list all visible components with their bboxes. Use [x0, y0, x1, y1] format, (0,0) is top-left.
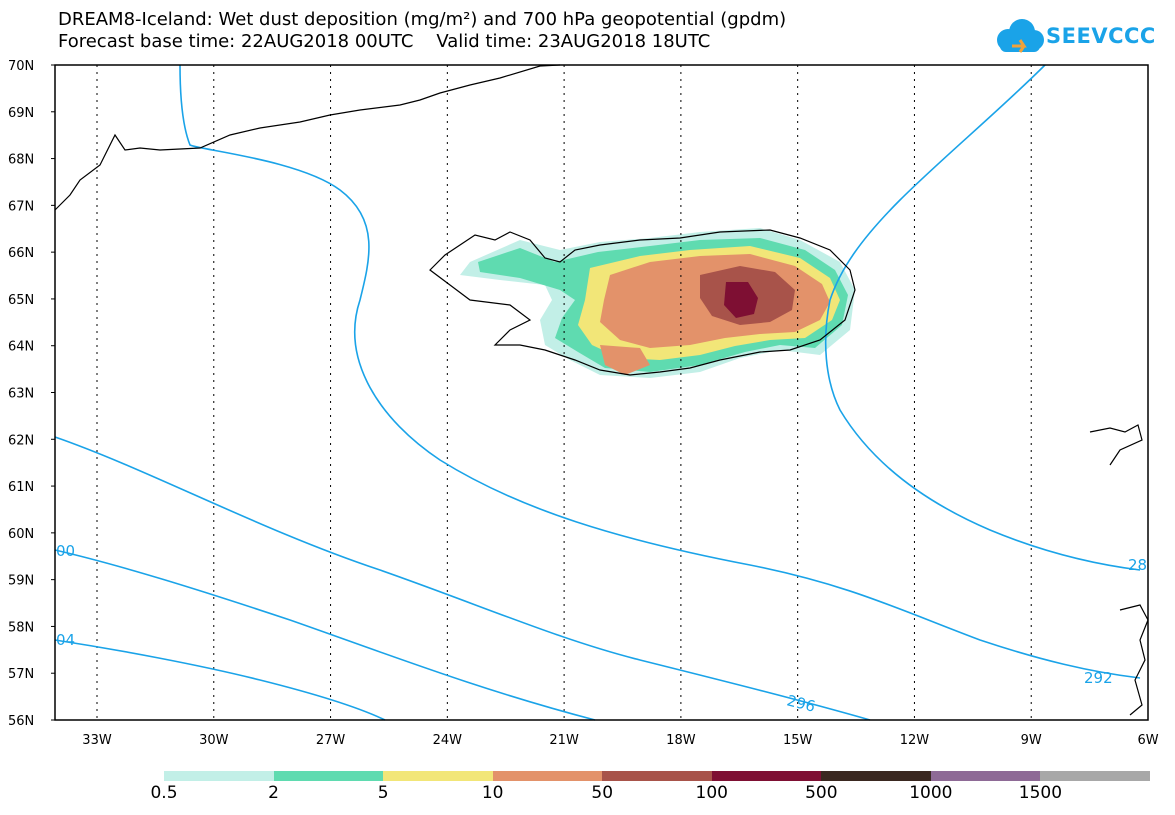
- dust-level-100: [724, 282, 758, 318]
- legend-value: 500: [805, 783, 838, 803]
- legend-value: 1500: [1018, 783, 1063, 803]
- dotted-gridlines: [96, 65, 1032, 720]
- longitude-label: 27W: [316, 733, 346, 748]
- latitude-label: 64N: [8, 340, 34, 355]
- longitude-label: 6W: [1137, 733, 1158, 748]
- longitude-label: 18W: [666, 733, 696, 748]
- logo-text: SEEVCCC: [1046, 24, 1156, 48]
- contour-label: 00: [56, 542, 75, 560]
- latitude-label: 69N: [8, 106, 34, 121]
- dust-deposition-shading: [460, 228, 855, 378]
- legend-value: 10: [481, 783, 504, 803]
- contour-label: 292: [1084, 669, 1113, 687]
- legend-swatch: [492, 771, 603, 781]
- legend-value: 0.5: [150, 783, 178, 803]
- legend-value: 2: [268, 783, 279, 803]
- latitude-label: 61N: [8, 480, 34, 495]
- latitude-label: 57N: [8, 667, 34, 682]
- latitude-label: 62N: [8, 433, 34, 448]
- contour-label: 04: [56, 631, 75, 649]
- map-frame: [54, 64, 1149, 721]
- longitude-label: 12W: [900, 733, 930, 748]
- latitude-label: 66N: [8, 246, 34, 261]
- legend-swatch: [383, 771, 493, 781]
- legend-swatch: [273, 771, 384, 781]
- longitude-label: 24W: [433, 733, 463, 748]
- legend-value: 5: [377, 783, 389, 803]
- geopotential-contours: [54, 64, 1141, 721]
- latitude-label: 58N: [8, 620, 34, 635]
- dust-level-10b: [600, 345, 650, 375]
- longitude-label: 30W: [199, 733, 229, 748]
- latitude-label: 70N: [8, 59, 34, 74]
- cloud-logo-icon: [997, 19, 1044, 53]
- latitude-label: 56N: [8, 714, 34, 729]
- legend-value: 50: [591, 783, 614, 803]
- latitude-label: 67N: [8, 199, 34, 214]
- latitude-label: 68N: [8, 153, 34, 168]
- longitude-label: 15W: [783, 733, 813, 748]
- latitude-label: 63N: [8, 387, 34, 402]
- contour-label: 296: [785, 691, 817, 715]
- longitude-labels: 33W 30W 27W 24W 21W 18W 15W 12W 9W 6W: [82, 733, 1158, 748]
- legend-swatch: [821, 771, 931, 781]
- legend-swatch: [930, 771, 1041, 781]
- longitude-label: 9W: [1021, 733, 1042, 748]
- latitude-labels: 70N 69N 68N 67N 66N 65N 64N 63N 62N 61N 60N 59N 58N 5…: [8, 59, 55, 729]
- greenland-coast: [54, 64, 561, 211]
- scotland-coast: [1119, 604, 1149, 716]
- contour-line: [179, 64, 1141, 679]
- longitude-label: 33W: [82, 733, 112, 748]
- latitude-label: 59N: [8, 574, 34, 589]
- latitude-label: 60N: [8, 527, 34, 542]
- contour-line: [54, 436, 871, 721]
- map-subtitle-times: Forecast base time: 22AUG2018 00UTC Vali…: [58, 31, 711, 52]
- legend-swatch: [602, 771, 712, 781]
- contour-label: 28: [1128, 556, 1147, 574]
- map-title: DREAM8-Iceland: Wet dust deposition (mg/…: [58, 9, 787, 30]
- contour-labels: 00 04 296 292 28: [56, 542, 1147, 716]
- contour-line: [54, 639, 386, 721]
- longitude-label: 21W: [549, 733, 579, 748]
- coastlines: [54, 64, 1149, 716]
- iceland-coast: [429, 229, 856, 376]
- legend-value: 1000: [909, 783, 953, 803]
- legend-swatch: [1040, 771, 1150, 781]
- legend-swatch: [164, 771, 274, 781]
- faroe-islands: [1089, 424, 1143, 466]
- contour-line: [54, 549, 596, 721]
- contour-line: [824, 64, 1141, 571]
- latitude-label: 65N: [8, 293, 34, 308]
- legend-swatch: [711, 771, 822, 781]
- legend-value: 100: [695, 783, 728, 803]
